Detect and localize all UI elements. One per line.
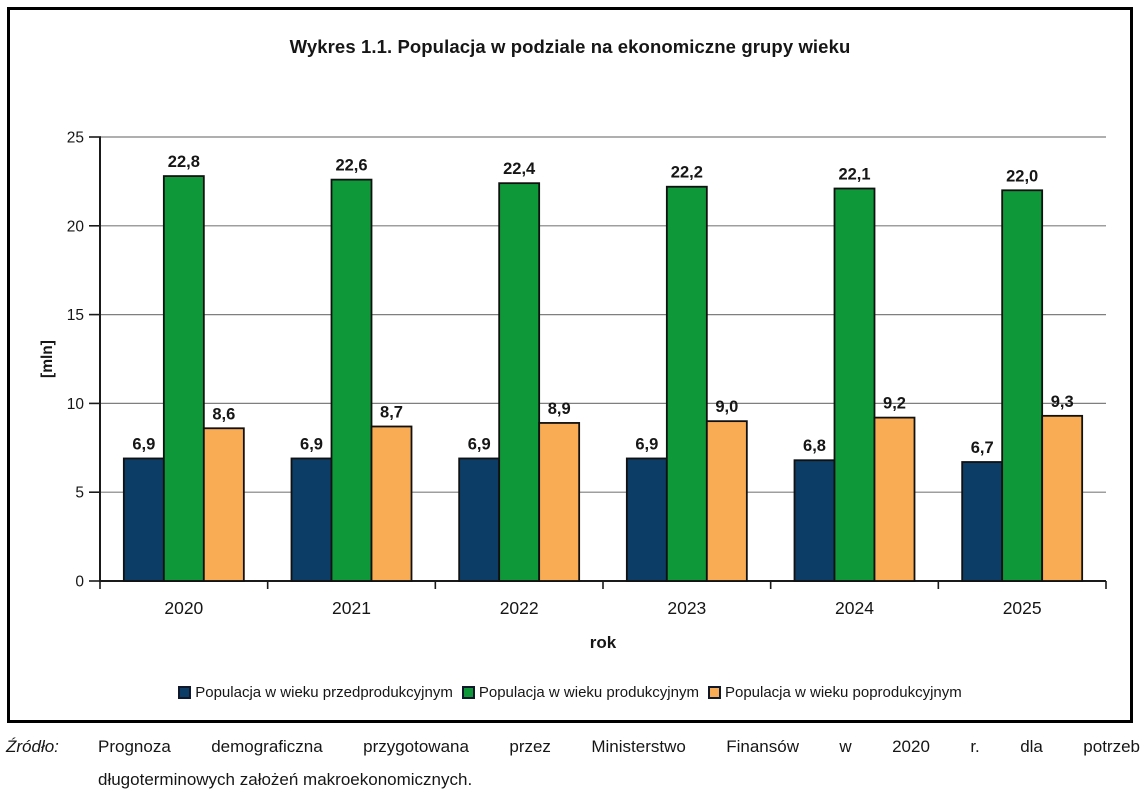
- bar-value-label: 8,6: [212, 405, 235, 423]
- y-tick-label: 15: [67, 307, 84, 324]
- bar-2024-series2: [873, 416, 916, 582]
- bar-value-label: 9,3: [1051, 393, 1074, 411]
- bar-2023-series1: [665, 185, 708, 582]
- legend-label: Populacja w wieku przedprodukcyjnym: [195, 683, 453, 701]
- x-tick-label: 2025: [1003, 598, 1042, 618]
- legend-item-produkcyjnym: Populacja w wieku produkcyjnym: [461, 683, 699, 701]
- bar-value-label: 22,6: [335, 157, 367, 175]
- y-axis-label: [mln]: [39, 340, 56, 378]
- bar-value-label: 6,7: [971, 439, 994, 457]
- legend-swatch-green: [461, 685, 475, 699]
- bar-2020-series0: [122, 457, 165, 582]
- bar-2021-series2: [370, 425, 413, 582]
- bar-chart: 05101520256,922,88,620206,922,68,720216,…: [39, 130, 1107, 652]
- y-tick-label: 5: [75, 485, 84, 502]
- x-tick-label: 2024: [835, 598, 874, 618]
- chart-legend: Populacja w wieku przedprodukcyjnym Popu…: [10, 683, 1130, 701]
- bar-value-label: 8,9: [548, 400, 571, 418]
- bar-value-label: 6,9: [300, 435, 323, 453]
- bar-value-label: 22,1: [838, 166, 870, 184]
- x-axis-label: rok: [590, 633, 617, 652]
- bar-2023-series0: [625, 457, 668, 582]
- bar-2020-series2: [202, 427, 245, 582]
- chart-title: Wykres 1.1. Populacja w podziale na ekon…: [289, 36, 851, 57]
- bar-2025-series2: [1041, 414, 1084, 582]
- source-text-line1: Prognoza demograficzna przygotowana prze…: [98, 737, 1140, 756]
- bar-value-label: 6,9: [468, 435, 491, 453]
- x-tick-label: 2020: [164, 598, 203, 618]
- legend-item-przedprodukcyjnym: Populacja w wieku przedprodukcyjnym: [178, 684, 453, 701]
- y-tick-label: 25: [67, 130, 84, 147]
- bar-value-label: 9,2: [883, 395, 906, 413]
- bar-value-label: 9,0: [715, 398, 738, 416]
- bar-2022-series1: [498, 182, 541, 582]
- bar-2022-series2: [538, 422, 581, 582]
- source-text: Prognoza demograficzna przygotowana prze…: [98, 730, 1140, 796]
- bar-value-label: 22,4: [503, 160, 536, 178]
- bar-value-label: 6,9: [635, 435, 658, 453]
- figure-frame: Wykres 1.1. Populacja w podziale na ekon…: [7, 7, 1133, 723]
- x-tick-label: 2022: [500, 598, 539, 618]
- legend-swatch-orange: [707, 685, 721, 699]
- legend-item-poprodukcyjnym: Populacja w wieku poprodukcyjnym: [707, 683, 962, 701]
- legend-swatch-blue: [178, 685, 192, 699]
- y-tick-label: 10: [67, 396, 85, 413]
- legend-label: Populacja w wieku poprodukcyjnym: [724, 683, 962, 701]
- bar-value-label: 22,8: [168, 153, 200, 171]
- bar-2021-series0: [290, 457, 333, 582]
- bar-value-label: 6,9: [132, 435, 155, 453]
- bar-2022-series0: [458, 457, 501, 582]
- bar-2025-series1: [1001, 189, 1044, 582]
- bar-2023-series2: [705, 420, 748, 582]
- bar-2024-series0: [793, 459, 836, 582]
- bar-2025-series0: [961, 461, 1004, 582]
- source-label: Źródło:: [6, 737, 59, 756]
- x-tick-label: 2021: [332, 598, 371, 618]
- bar-value-label: 6,8: [803, 437, 826, 455]
- source-text-line2: długoterminowych założeń makroekonomiczn…: [98, 770, 473, 789]
- legend-label: Populacja w wieku produkcyjnym: [478, 683, 699, 701]
- bar-2020-series1: [162, 175, 205, 582]
- x-tick-label: 2023: [667, 598, 706, 618]
- bar-value-label: 22,2: [671, 164, 703, 182]
- bar-2021-series1: [330, 178, 373, 582]
- y-tick-label: 20: [67, 218, 85, 235]
- bar-value-label: 8,7: [380, 403, 403, 421]
- source-note: Źródło: Prognoza demograficzna przygotow…: [6, 730, 1140, 796]
- bar-2024-series1: [833, 187, 876, 582]
- bar-value-label: 22,0: [1006, 167, 1038, 185]
- y-tick-label: 0: [75, 574, 84, 591]
